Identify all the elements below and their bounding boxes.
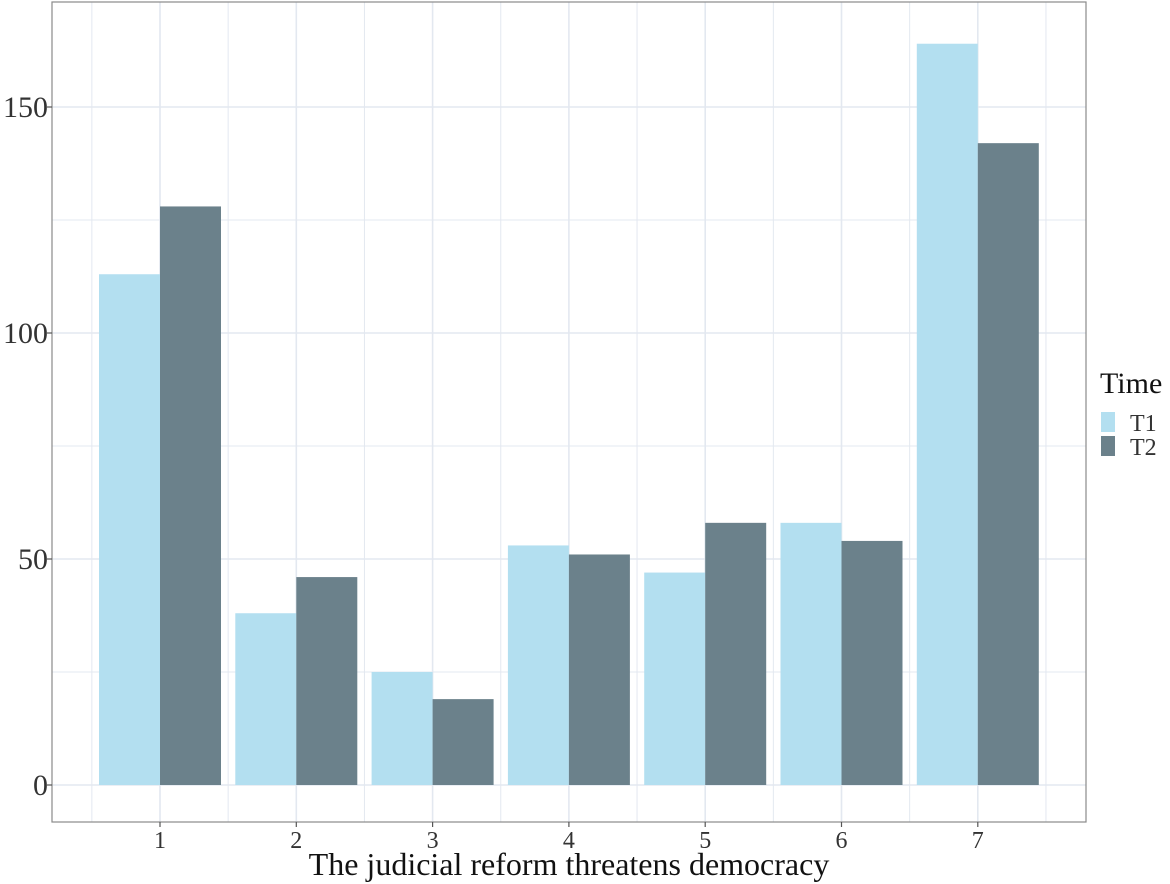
x-tick-label: 7 [972,828,984,854]
y-tick-label: 0 [33,769,48,802]
bar-t2-1 [160,206,221,785]
bar-t2-4 [568,554,630,785]
bar-t1-6 [780,522,842,785]
bar-t1-2 [235,613,297,785]
x-tick-label: 3 [427,828,439,854]
y-tick-label: 50 [18,543,48,576]
bars [99,43,1039,786]
legend: Time T1 T2 [1100,367,1162,461]
bar-t2-7 [977,143,1039,785]
bar-t2-3 [432,699,494,785]
x-tick-label: 4 [563,828,575,854]
bar-t1-5 [644,572,706,785]
y-axis-ticks: 0 50 100 150 [3,91,52,802]
x-tick-label: 6 [836,828,848,854]
bar-t2-6 [841,540,903,785]
legend-title: Time [1100,367,1162,400]
legend-key-t1 [1101,412,1115,432]
bar-t2-5 [705,522,767,785]
bar-t2-2 [296,577,358,785]
x-tick-label: 1 [154,828,166,854]
y-tick-label: 150 [3,91,48,124]
y-tick-label: 100 [3,317,48,350]
x-tick-label: 2 [290,828,302,854]
bar-t1-3 [371,672,433,785]
bar-t1-1 [99,274,160,785]
x-tick-label: 5 [699,828,711,854]
x-axis-title: The judicial reform threatens democracy [309,846,830,882]
legend-label-t1: T1 [1130,411,1157,437]
bar-t1-7 [916,43,978,786]
bar-t1-4 [507,545,569,785]
x-axis-ticks: 1 2 3 4 5 6 7 [154,822,984,854]
legend-label-t2: T2 [1130,435,1157,461]
legend-key-t2 [1101,436,1115,456]
